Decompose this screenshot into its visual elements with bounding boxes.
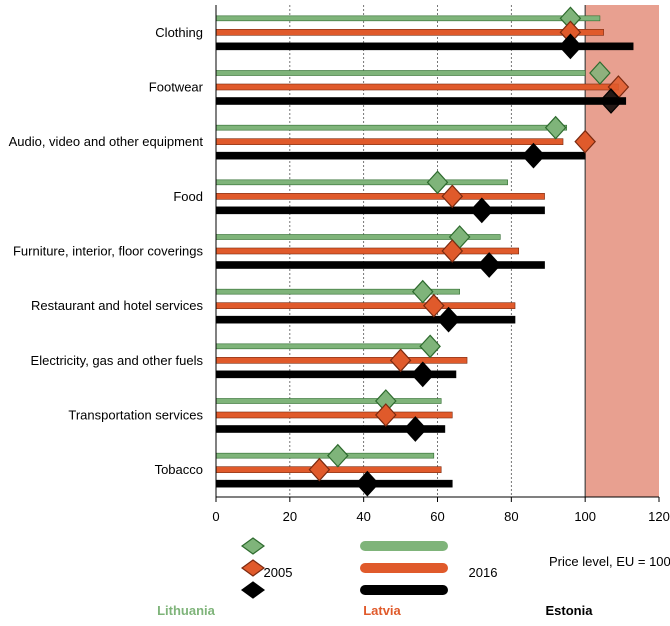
- legend-diamond-lithuania: [240, 537, 266, 555]
- marker-2005-lithuania: [426, 170, 449, 195]
- bar-2016-latvia: [215, 138, 564, 145]
- legend-bar-lithuania: [360, 541, 448, 551]
- marker-2005-estonia: [599, 88, 623, 114]
- marker-2005-estonia: [410, 361, 435, 388]
- marker-2005-estonia: [477, 252, 501, 278]
- legend-country-latvia: Latvia: [363, 603, 401, 618]
- bar-2016-latvia: [215, 411, 453, 419]
- marker-2005-lithuania: [589, 61, 611, 85]
- marker-2005-estonia: [469, 197, 494, 224]
- category-label: Clothing: [155, 25, 203, 40]
- category-label: Furniture, interior, floor coverings: [13, 244, 204, 259]
- marker-2005-estonia: [403, 416, 428, 442]
- legend-bar-estonia: [360, 585, 448, 595]
- bar-2016-latvia: [215, 29, 604, 36]
- x-tick-label: 60: [430, 509, 444, 524]
- marker-2005-latvia: [441, 184, 464, 209]
- marker-2005-estonia: [558, 33, 583, 60]
- marker-2005-latvia: [375, 403, 397, 427]
- bar-2016-lithuania: [215, 452, 435, 459]
- category-label: Electricity, gas and other fuels: [31, 353, 204, 368]
- category-label: Footwear: [149, 80, 204, 95]
- legend-country-estonia: Estonia: [546, 603, 594, 618]
- marker-2005-estonia: [355, 470, 380, 497]
- legend-bar-latvia: [360, 563, 448, 573]
- category-label: Tobacco: [155, 462, 203, 477]
- legend-2005-label: 2005: [264, 565, 293, 580]
- bar-2016-lithuania: [215, 124, 568, 131]
- x-tick-label: 40: [356, 509, 370, 524]
- category-label: Audio, video and other equipment: [9, 134, 204, 149]
- marker-2005-latvia: [389, 348, 412, 373]
- category-label: Restaurant and hotel services: [31, 298, 203, 313]
- legend-2016-label: 2016: [469, 565, 498, 580]
- x-tick-label: 80: [504, 509, 518, 524]
- bar-2016-lithuania: [215, 70, 586, 76]
- bar-2016-latvia: [215, 83, 619, 91]
- bar-2016-lithuania: [215, 398, 442, 404]
- x-tick-label: 20: [283, 509, 297, 524]
- bar-2016-latvia: [215, 302, 516, 309]
- plot-area: Clothing Footwear Audio, video and other e…: [9, 5, 670, 524]
- marker-2005-lithuania: [411, 279, 434, 304]
- x-tick-label: 120: [648, 509, 670, 524]
- bar-2016-lithuania: [215, 179, 508, 186]
- marker-2005-latvia: [422, 293, 445, 318]
- marker-2005-lithuania: [419, 334, 441, 359]
- category-label: Transportation services: [68, 408, 203, 423]
- bar-2016-latvia: [215, 193, 545, 200]
- x-tick-label: 0: [212, 509, 219, 524]
- legend-diamond-estonia: [240, 581, 266, 599]
- marker-2005-latvia: [441, 239, 464, 263]
- bar-2016-estonia: [215, 97, 627, 105]
- bar-2016-lithuania: [215, 343, 431, 350]
- category-label: Food: [173, 189, 203, 204]
- bar-2016-latvia: [215, 247, 520, 255]
- legend-diamond-latvia: [240, 559, 266, 577]
- marker-2005-estonia: [436, 306, 461, 333]
- marker-2005-latvia: [574, 129, 596, 154]
- legend-note: Price level, EU = 100: [549, 554, 670, 569]
- marker-2005-latvia: [308, 457, 331, 482]
- marker-2005-estonia: [521, 142, 546, 169]
- bar-2016-latvia: [215, 357, 468, 364]
- bar-2016-estonia: [215, 206, 545, 215]
- legend: 2005 2016 Price level, EU = 100 Lithuani…: [157, 537, 670, 618]
- bar-2016-estonia: [215, 479, 453, 488]
- bar-2016-estonia: [215, 315, 516, 324]
- marker-2005-lithuania: [544, 115, 567, 140]
- marker-2005-lithuania: [327, 443, 349, 468]
- bar-2016-lithuania: [215, 15, 601, 22]
- x-tick-label: 100: [574, 509, 596, 524]
- legend-country-lithuania: Lithuania: [157, 603, 216, 618]
